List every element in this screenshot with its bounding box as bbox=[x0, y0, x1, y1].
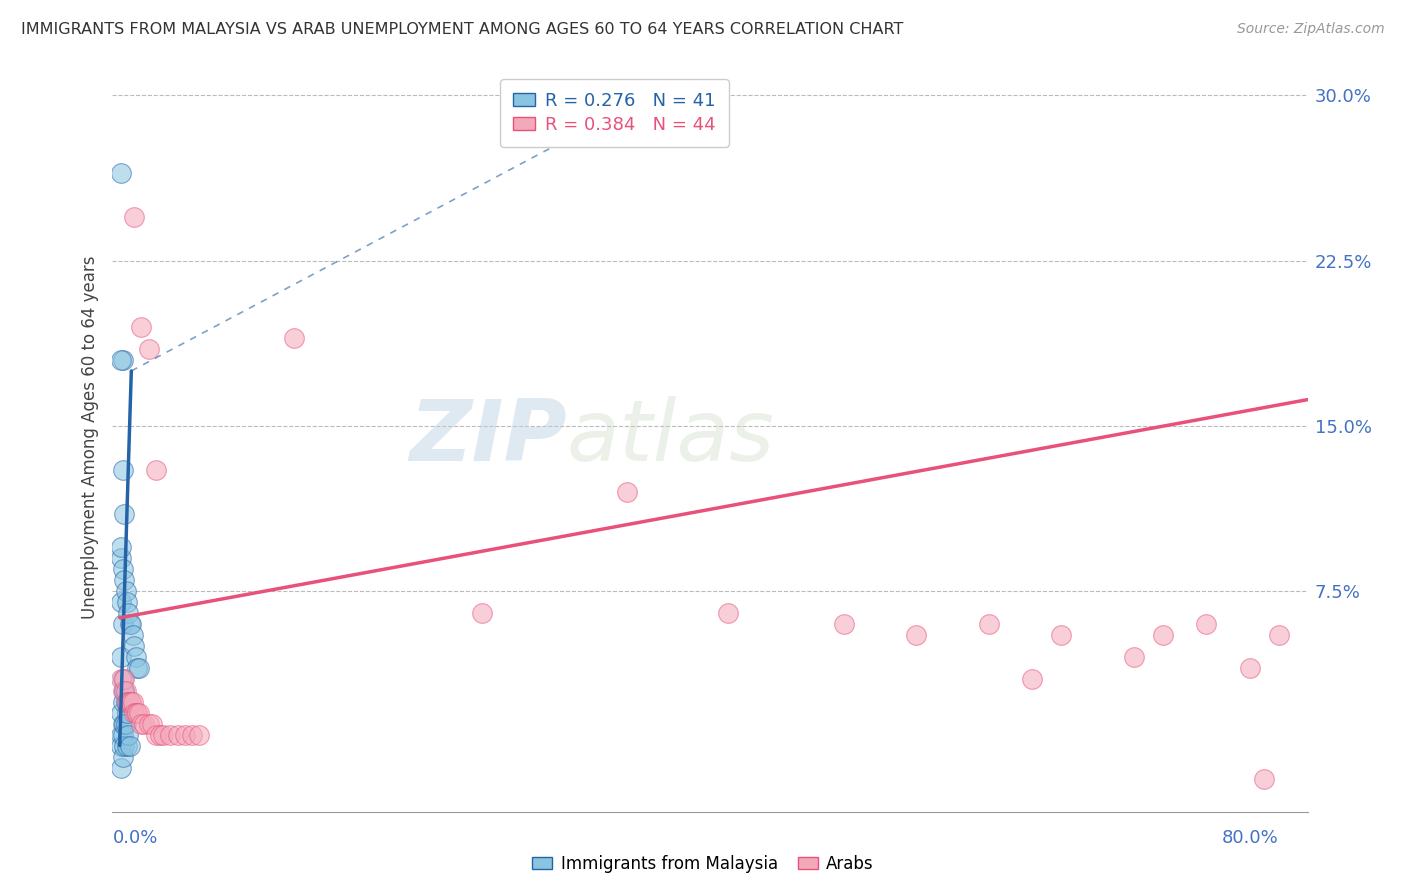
Point bbox=[145, 728, 167, 742]
Point bbox=[905, 628, 928, 642]
Point bbox=[110, 166, 132, 180]
Point bbox=[114, 683, 136, 698]
Point bbox=[110, 595, 132, 609]
Point bbox=[149, 728, 172, 742]
Point bbox=[112, 683, 135, 698]
Point bbox=[174, 728, 197, 742]
Point bbox=[1195, 617, 1218, 632]
Text: IMMIGRANTS FROM MALAYSIA VS ARAB UNEMPLOYMENT AMONG AGES 60 TO 64 YEARS CORRELAT: IMMIGRANTS FROM MALAYSIA VS ARAB UNEMPLO… bbox=[21, 22, 904, 37]
Point bbox=[159, 728, 181, 742]
Point bbox=[118, 617, 141, 632]
Point bbox=[118, 739, 141, 753]
Point bbox=[138, 716, 160, 731]
Legend: Immigrants from Malaysia, Arabs: Immigrants from Malaysia, Arabs bbox=[526, 848, 880, 880]
Point bbox=[111, 617, 134, 632]
Point bbox=[1253, 772, 1275, 786]
Point bbox=[112, 739, 135, 753]
Point bbox=[122, 640, 145, 654]
Point bbox=[128, 661, 150, 675]
Point bbox=[114, 584, 136, 599]
Point bbox=[471, 607, 494, 621]
Point bbox=[120, 694, 142, 708]
Point bbox=[1239, 661, 1261, 675]
Point bbox=[1021, 673, 1043, 687]
Point bbox=[112, 683, 135, 698]
Point bbox=[117, 607, 139, 621]
Point bbox=[1152, 628, 1174, 642]
Point bbox=[115, 595, 138, 609]
Point bbox=[112, 574, 135, 588]
Point bbox=[124, 706, 146, 720]
Point bbox=[118, 694, 141, 708]
Point bbox=[111, 728, 134, 742]
Point bbox=[134, 716, 156, 731]
Point bbox=[115, 739, 138, 753]
Text: 0.0%: 0.0% bbox=[112, 830, 157, 847]
Point bbox=[110, 551, 132, 566]
Text: atlas: atlas bbox=[567, 395, 775, 479]
Point bbox=[111, 749, 134, 764]
Point bbox=[111, 716, 134, 731]
Point bbox=[717, 607, 740, 621]
Point bbox=[616, 485, 638, 500]
Point bbox=[110, 761, 132, 775]
Point bbox=[112, 673, 135, 687]
Point bbox=[114, 694, 136, 708]
Legend: R = 0.276   N = 41, R = 0.384   N = 44: R = 0.276 N = 41, R = 0.384 N = 44 bbox=[501, 79, 728, 146]
Point bbox=[110, 650, 132, 665]
Point bbox=[122, 706, 145, 720]
Point bbox=[1267, 628, 1289, 642]
Point bbox=[112, 507, 135, 521]
Point bbox=[283, 331, 305, 345]
Point bbox=[114, 716, 136, 731]
Point bbox=[111, 673, 134, 687]
Point bbox=[110, 541, 132, 555]
Point bbox=[145, 463, 167, 477]
Point bbox=[110, 728, 132, 742]
Point bbox=[122, 210, 145, 224]
Point bbox=[111, 463, 134, 477]
Point bbox=[166, 728, 188, 742]
Point bbox=[188, 728, 211, 742]
Point bbox=[128, 706, 150, 720]
Point bbox=[121, 628, 143, 642]
Point bbox=[181, 728, 204, 742]
Point bbox=[152, 728, 174, 742]
Text: ZIP: ZIP bbox=[409, 395, 567, 479]
Point bbox=[138, 342, 160, 356]
Point bbox=[121, 694, 143, 708]
Point bbox=[111, 562, 134, 576]
Point bbox=[117, 694, 139, 708]
Point bbox=[127, 661, 149, 675]
Point bbox=[112, 716, 135, 731]
Point bbox=[977, 617, 1000, 632]
Point bbox=[120, 617, 142, 632]
Point bbox=[1122, 650, 1144, 665]
Point bbox=[111, 353, 134, 368]
Point bbox=[131, 319, 153, 334]
Point bbox=[1050, 628, 1073, 642]
Point bbox=[110, 353, 132, 368]
Point bbox=[111, 694, 134, 708]
Point bbox=[117, 728, 139, 742]
Point bbox=[127, 706, 149, 720]
Point bbox=[110, 673, 132, 687]
Text: 80.0%: 80.0% bbox=[1222, 830, 1278, 847]
Point bbox=[110, 739, 132, 753]
Y-axis label: Unemployment Among Ages 60 to 64 years: Unemployment Among Ages 60 to 64 years bbox=[80, 255, 98, 619]
Point bbox=[832, 617, 855, 632]
Point bbox=[111, 683, 134, 698]
Point bbox=[110, 706, 132, 720]
Point bbox=[115, 694, 138, 708]
Text: Source: ZipAtlas.com: Source: ZipAtlas.com bbox=[1237, 22, 1385, 37]
Point bbox=[124, 650, 146, 665]
Point bbox=[115, 706, 138, 720]
Point bbox=[141, 716, 163, 731]
Point bbox=[131, 716, 153, 731]
